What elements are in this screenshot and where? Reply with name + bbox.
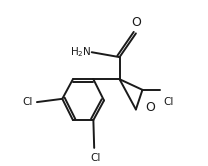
Text: H$_2$N: H$_2$N (70, 45, 92, 59)
Text: Cl: Cl (164, 97, 174, 107)
Text: Cl: Cl (22, 97, 33, 107)
Text: O: O (131, 16, 141, 29)
Text: Cl: Cl (91, 153, 101, 163)
Text: O: O (145, 101, 155, 114)
